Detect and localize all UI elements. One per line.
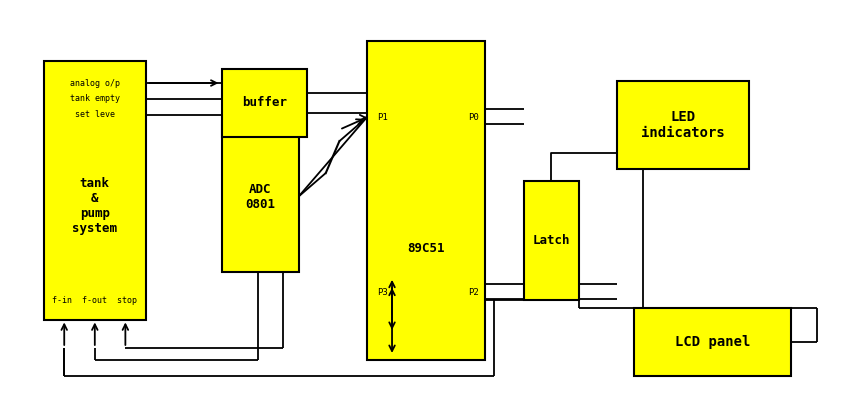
Text: LCD panel: LCD panel	[675, 335, 751, 349]
Bar	[524, 180, 579, 300]
Text: 89C51: 89C51	[407, 242, 445, 255]
Bar	[43, 61, 146, 320]
Text: set leve: set leve	[75, 110, 115, 119]
Text: P3: P3	[377, 288, 388, 298]
Text: Latch: Latch	[532, 234, 570, 247]
Text: f-in  f-out  stop: f-in f-out stop	[52, 296, 137, 304]
Text: P1: P1	[377, 113, 388, 122]
Text: tank empty: tank empty	[70, 95, 120, 103]
Bar	[222, 69, 307, 137]
Bar	[366, 41, 486, 360]
Bar	[617, 81, 749, 169]
Text: tank
&
pump
system: tank & pump system	[72, 177, 118, 235]
Text: LED
indicators: LED indicators	[641, 110, 725, 140]
Text: P2: P2	[468, 288, 479, 298]
Text: analog o/p: analog o/p	[70, 79, 120, 87]
Text: P0: P0	[468, 113, 479, 122]
Bar	[634, 308, 792, 376]
Bar	[222, 121, 298, 272]
Text: buffer: buffer	[242, 96, 287, 109]
Text: ADC
0801: ADC 0801	[245, 182, 275, 211]
